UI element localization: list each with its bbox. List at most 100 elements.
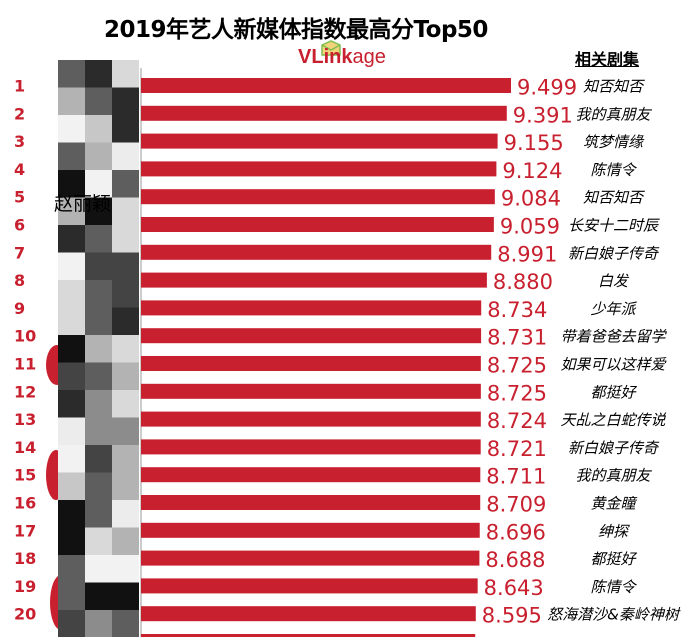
- bar: [141, 495, 481, 510]
- value-label: 8.643: [484, 576, 544, 600]
- drama-label: 绅探: [598, 522, 630, 540]
- mosaic-tile: [58, 582, 85, 610]
- mosaic-tile: [58, 417, 85, 445]
- value-label: 8.734: [487, 298, 547, 322]
- mosaic-tile: [58, 142, 85, 170]
- mosaic-tile: [85, 142, 112, 170]
- rank-label: 16: [14, 494, 36, 513]
- mosaic-tile: [58, 170, 85, 198]
- mosaic-tile: [58, 115, 85, 143]
- chart-title: 2019年艺人新媒体指数最高分Top50: [104, 17, 488, 43]
- mosaic-tile: [58, 610, 85, 637]
- mosaic-tile: [112, 500, 139, 528]
- mosaic-tile: [58, 555, 85, 583]
- drama-label: 少年派: [590, 300, 637, 318]
- mosaic-tile: [58, 500, 85, 528]
- rank-label: 14: [14, 438, 36, 457]
- mosaic-tile: [112, 252, 139, 280]
- vlinkage-logo: VLinkage: [298, 46, 386, 69]
- mosaic-tile: [112, 582, 139, 610]
- value-label: 9.155: [504, 131, 564, 155]
- mosaic-tile: [58, 445, 85, 473]
- rank-label: 18: [14, 549, 36, 568]
- mosaic-tile: [112, 555, 139, 583]
- mosaic-tile: [85, 362, 112, 390]
- drama-label: 新白娘子传奇: [568, 244, 660, 262]
- mosaic-tile: [112, 362, 139, 390]
- blurred-photo: [46, 60, 139, 637]
- mosaic-tile: [112, 142, 139, 170]
- mosaic-tile: [85, 225, 112, 253]
- mosaic-tile: [85, 280, 112, 308]
- mosaic-tile: [85, 610, 112, 637]
- mosaic-tile: [58, 335, 85, 363]
- drama-label: 陈情令: [590, 578, 637, 596]
- mosaic-tile: [112, 87, 139, 115]
- value-label: 8.991: [497, 242, 557, 266]
- rank-label: 7: [14, 243, 25, 262]
- value-label: 9.499: [517, 76, 577, 100]
- value-label: 9.084: [501, 187, 561, 211]
- mosaic-tile: [112, 115, 139, 143]
- bar: [141, 328, 482, 344]
- bar: [141, 578, 478, 594]
- mosaic-tile: [58, 197, 85, 225]
- value-label: 8.724: [487, 409, 547, 433]
- rank-label: 1: [14, 77, 25, 96]
- rank-label: 9: [14, 299, 25, 318]
- drama-label: 陈情令: [590, 161, 637, 179]
- bar: [141, 356, 481, 371]
- bar: [141, 189, 495, 205]
- drama-label: 黄金瞳: [590, 495, 637, 513]
- value-label: 8.688: [485, 548, 545, 572]
- mosaic-tile: [58, 472, 85, 500]
- value-label: 9.059: [500, 215, 560, 239]
- drama-label: 我的真朋友: [575, 467, 652, 485]
- mosaic-tile: [58, 252, 85, 280]
- rank-label: 3: [14, 132, 25, 151]
- drama-label: 知否知否: [583, 189, 645, 207]
- mosaic-tile: [85, 472, 112, 500]
- bar: [141, 411, 481, 427]
- mosaic-tile: [112, 390, 139, 418]
- value-label: 8.880: [493, 270, 553, 294]
- bar: [141, 133, 498, 149]
- mosaic-tile: [85, 252, 112, 280]
- mosaic-tile: [85, 115, 112, 143]
- drama-column-header: 相关剧集: [575, 50, 640, 69]
- logo-envelope-icon: [321, 40, 341, 56]
- rank-label: 11: [14, 355, 36, 374]
- rank-label: 20: [14, 605, 36, 624]
- bar: [141, 161, 497, 177]
- value-label: 9.391: [513, 103, 573, 127]
- mosaic-tile: [58, 60, 85, 88]
- bar: [141, 105, 507, 121]
- rank-label: 2: [14, 104, 25, 123]
- rank-label: 17: [14, 521, 36, 540]
- logo-prefix: VL: [298, 46, 324, 68]
- bar: [141, 550, 480, 566]
- mosaic-tile: [112, 527, 139, 555]
- bar: [141, 244, 492, 260]
- value-label: 8.711: [486, 465, 546, 489]
- drama-label: 筑梦情缘: [583, 133, 645, 151]
- mosaic-tile: [58, 527, 85, 555]
- mosaic-tile: [85, 555, 112, 583]
- bar: [141, 300, 482, 316]
- mosaic-tile: [85, 527, 112, 555]
- drama-label: 知否知否: [583, 78, 645, 96]
- mosaic-tile: [85, 170, 112, 198]
- mosaic-tile: [112, 335, 139, 363]
- drama-label: 都挺好: [590, 383, 637, 401]
- value-label: 8.721: [487, 437, 547, 461]
- mosaic-tile: [112, 225, 139, 253]
- rank-label: 10: [14, 327, 36, 346]
- bar: [141, 467, 481, 483]
- value-label: 8.731: [487, 326, 547, 350]
- value-label: 8.725: [487, 381, 547, 405]
- mosaic-tile: [85, 500, 112, 528]
- drama-label: 长安十二时辰: [568, 217, 660, 235]
- mosaic-tile: [112, 445, 139, 473]
- mosaic-tile: [58, 307, 85, 335]
- mosaic-tile: [85, 307, 112, 335]
